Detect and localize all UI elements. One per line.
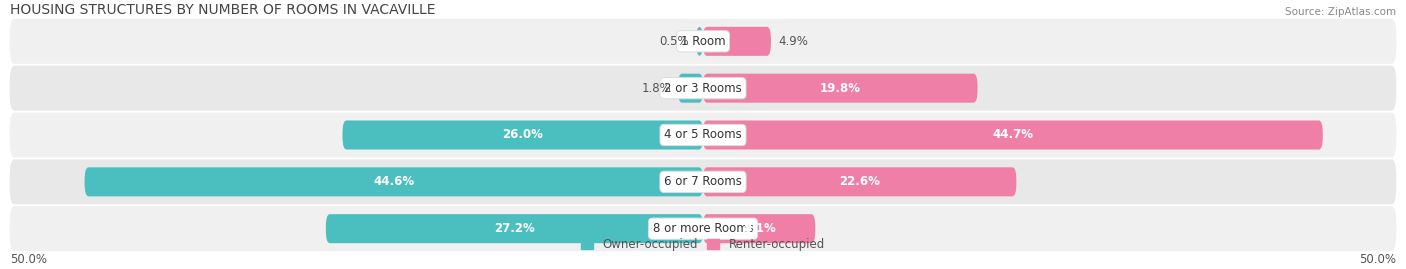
Text: 4 or 5 Rooms: 4 or 5 Rooms [664, 129, 742, 141]
Text: 44.6%: 44.6% [373, 175, 415, 188]
Text: 8 or more Rooms: 8 or more Rooms [652, 222, 754, 235]
FancyBboxPatch shape [678, 74, 703, 103]
Text: 8.1%: 8.1% [742, 222, 776, 235]
FancyBboxPatch shape [10, 112, 1396, 157]
FancyBboxPatch shape [326, 214, 703, 243]
Text: 1 Room: 1 Room [681, 35, 725, 48]
Text: 50.0%: 50.0% [1360, 253, 1396, 266]
FancyBboxPatch shape [10, 19, 1396, 64]
FancyBboxPatch shape [10, 206, 1396, 251]
Text: 44.7%: 44.7% [993, 129, 1033, 141]
FancyBboxPatch shape [703, 167, 1017, 196]
Text: Source: ZipAtlas.com: Source: ZipAtlas.com [1285, 7, 1396, 17]
Text: 27.2%: 27.2% [494, 222, 534, 235]
Text: 26.0%: 26.0% [502, 129, 543, 141]
Text: 4.9%: 4.9% [778, 35, 808, 48]
Text: 6 or 7 Rooms: 6 or 7 Rooms [664, 175, 742, 188]
FancyBboxPatch shape [703, 27, 770, 56]
Legend: Owner-occupied, Renter-occupied: Owner-occupied, Renter-occupied [581, 238, 825, 251]
FancyBboxPatch shape [703, 121, 1323, 150]
Text: 50.0%: 50.0% [10, 253, 46, 266]
FancyBboxPatch shape [703, 74, 977, 103]
Text: 19.8%: 19.8% [820, 82, 860, 95]
Text: 0.5%: 0.5% [659, 35, 689, 48]
FancyBboxPatch shape [696, 27, 703, 56]
Text: 2 or 3 Rooms: 2 or 3 Rooms [664, 82, 742, 95]
FancyBboxPatch shape [10, 159, 1396, 204]
FancyBboxPatch shape [343, 121, 703, 150]
FancyBboxPatch shape [10, 66, 1396, 111]
FancyBboxPatch shape [703, 214, 815, 243]
Text: 1.8%: 1.8% [641, 82, 671, 95]
FancyBboxPatch shape [84, 167, 703, 196]
Text: 22.6%: 22.6% [839, 175, 880, 188]
Text: HOUSING STRUCTURES BY NUMBER OF ROOMS IN VACAVILLE: HOUSING STRUCTURES BY NUMBER OF ROOMS IN… [10, 3, 436, 17]
